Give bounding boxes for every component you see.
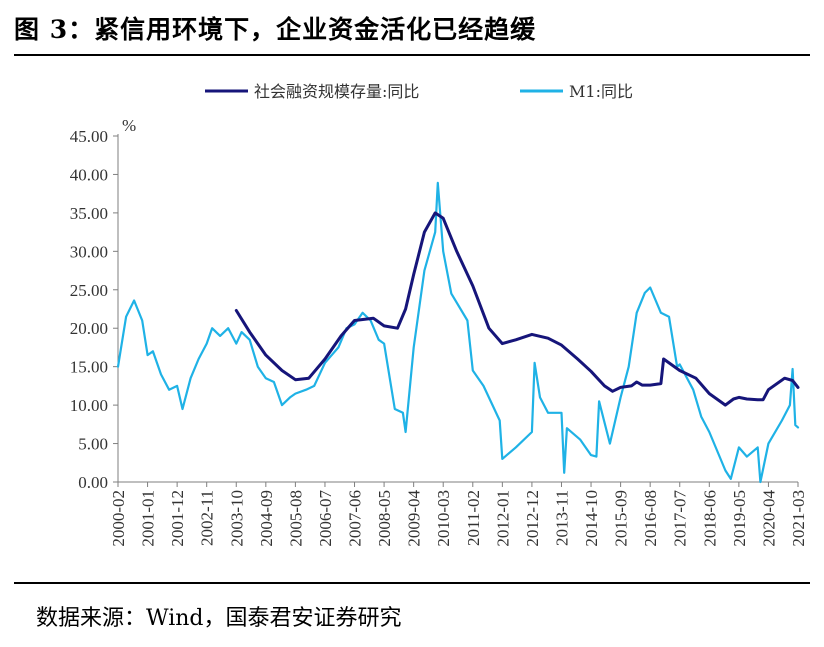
x-tick-label: 2011-02 (464, 490, 483, 546)
y-tick-label: 35.00 (70, 204, 108, 223)
x-tick-label: 2000-02 (109, 490, 128, 547)
x-tick-label: 2013-11 (552, 490, 571, 546)
y-tick-label: 25.00 (70, 281, 108, 300)
source-note: 数据来源：Wind，国泰君安证券研究 (36, 606, 402, 631)
x-tick-label: 2005-08 (286, 490, 305, 547)
x-tick-label: 2015-09 (612, 490, 631, 547)
line-chart: 社会融资规模存量:同比 M1:同比 % 45.00 40.00 35.00 30.00… (70, 82, 808, 547)
series-layer (116, 181, 800, 484)
x-tick-label: 2007-06 (346, 490, 365, 547)
y-tick-label: 45.00 (70, 127, 108, 146)
x-tick-label: 2006-07 (316, 490, 335, 547)
y-tick-label: 40.00 (70, 165, 108, 184)
x-tick-label: 2004-09 (257, 490, 276, 547)
legend: 社会融资规模存量:同比 M1:同比 (205, 82, 633, 101)
x-tick-label: 2017-07 (671, 490, 690, 547)
x-tick-label: 2012-12 (523, 490, 542, 547)
source-rule (14, 582, 810, 584)
x-tick-label: 2002-11 (198, 490, 217, 546)
series-line-1 (116, 181, 800, 484)
x-tick-label: 2018-06 (700, 490, 719, 547)
x-axis: 2000-02 2001-01 2001-12 2002-11 2003-10 2004-… (109, 481, 808, 547)
legend-label-series-1: M1:同比 (569, 82, 633, 101)
x-tick-label: 2003-10 (227, 490, 246, 547)
y-axis-unit-label: % (122, 116, 136, 135)
y-tick-label: 10.00 (70, 396, 108, 415)
x-tick-label: 2021-03 (789, 490, 808, 547)
x-tick-label: 2020-04 (759, 490, 778, 547)
y-tick-label: 0.00 (78, 473, 108, 492)
title-rule (14, 54, 810, 56)
x-tick-label: 2012-01 (493, 490, 512, 547)
x-tick-label: 2009-04 (405, 490, 424, 547)
x-tick-label: 2010-03 (434, 490, 453, 547)
x-tick-label: 2008-05 (375, 490, 394, 547)
series-line-0 (234, 211, 800, 407)
y-tick-label: 15.00 (70, 358, 108, 377)
x-tick-label: 2001-12 (168, 490, 187, 547)
y-axis: 45.00 40.00 35.00 30.00 25.00 20.00 15.00 10.00… (70, 127, 119, 492)
x-tick-label: 2014-10 (582, 490, 601, 547)
y-tick-label: 20.00 (70, 319, 108, 338)
y-tick-label: 30.00 (70, 242, 108, 261)
figure-title: 图 3：紧信用环境下，企业资金活化已经趋缓 (14, 15, 537, 44)
x-tick-label: 2001-01 (139, 490, 158, 547)
legend-label-series-0: 社会融资规模存量:同比 (254, 82, 419, 101)
y-tick-label: 5.00 (78, 435, 108, 454)
x-tick-label: 2019-05 (730, 490, 749, 547)
x-tick-label: 2016-08 (641, 490, 660, 547)
